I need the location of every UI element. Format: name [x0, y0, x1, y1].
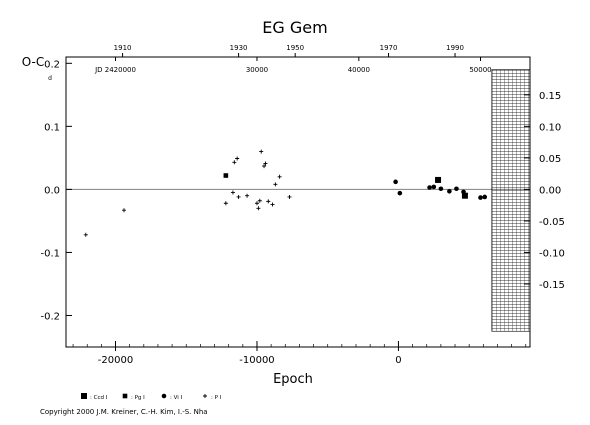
y-tick-label-left: 0.0	[44, 185, 60, 196]
data-point	[254, 201, 259, 206]
y-tick-label-left: -0.2	[40, 311, 60, 322]
data-point	[435, 176, 442, 183]
legend-label: : Ccd I	[90, 395, 108, 401]
y-tick-label-right: -0.05	[539, 217, 565, 228]
data-point	[287, 194, 292, 199]
data-point	[235, 156, 240, 161]
data-point	[83, 232, 88, 237]
jd-label: 50000	[469, 66, 491, 74]
data-point	[257, 198, 262, 203]
legend-marker	[161, 393, 167, 399]
data-point	[270, 202, 275, 207]
y-tick-label-left: 0.1	[44, 122, 60, 133]
data-point	[393, 179, 398, 185]
data-point	[454, 186, 459, 192]
data-point	[431, 184, 437, 190]
data-point	[223, 173, 229, 178]
data-point	[461, 189, 466, 195]
year-tick-label: 1970	[380, 44, 398, 52]
legend-marker	[203, 394, 207, 398]
legend-marker	[122, 393, 128, 399]
y-tick-label-right: -0.10	[539, 248, 565, 259]
chart-title: EG Gem	[262, 18, 327, 37]
legend-label: : P I	[211, 395, 222, 401]
jd-label: 40000	[348, 66, 370, 74]
data-point	[277, 174, 282, 179]
y-axis-label: O-C	[22, 55, 45, 69]
legend-label: : Vi I	[170, 395, 183, 401]
y-tick-label-right: 0.10	[539, 122, 561, 133]
data-point	[461, 192, 468, 199]
data-point	[447, 188, 452, 194]
y-tick-label-right: -0.15	[539, 280, 565, 291]
data-point	[232, 160, 237, 165]
y-tick-label-right: 0.00	[539, 185, 561, 196]
copyright-text: Copyright 2000 J.M. Kreiner, C.-H. Kim, …	[40, 408, 208, 416]
future-hatched-region	[491, 69, 531, 332]
y-tick-label-right: 0.05	[539, 154, 561, 165]
jd-label: 30000	[246, 66, 268, 74]
data-point	[223, 201, 228, 206]
legend-marker	[81, 393, 87, 399]
year-tick-label: 1930	[230, 44, 248, 52]
data-point	[259, 149, 264, 154]
data-point	[122, 208, 126, 213]
year-tick-label: 1990	[446, 44, 464, 52]
data-point	[427, 185, 432, 190]
x-tick-label: 0	[395, 355, 401, 366]
data-point	[438, 186, 444, 192]
y-tick-label-left: -0.1	[40, 248, 60, 259]
legend-label: : Pg I	[131, 395, 145, 401]
x-tick-label: -20000	[98, 355, 133, 366]
data-point	[256, 206, 261, 211]
legend: : Ccd I : Pg I : Vi I : P I	[81, 393, 222, 401]
data-point	[482, 194, 488, 200]
data-point	[478, 195, 483, 200]
data-point	[236, 194, 241, 199]
data-point	[245, 193, 250, 198]
year-tick-label: 1950	[286, 44, 304, 52]
y-tick-label-left: 0.2	[44, 59, 60, 70]
data-point	[262, 164, 267, 169]
y-tick-label-right: 0.15	[539, 91, 561, 102]
year-tick-label: 1910	[114, 44, 132, 52]
x-axis-label: Epoch	[273, 372, 313, 387]
data-point	[266, 199, 271, 204]
data-point	[273, 182, 278, 187]
data-point	[263, 161, 268, 166]
data-point	[397, 190, 403, 196]
x-tick-label: -10000	[239, 355, 274, 366]
plot-frame	[65, 56, 531, 348]
data-point	[230, 190, 235, 195]
y-axis-unit: d	[48, 75, 52, 82]
jd-label: JD 2420000	[94, 66, 136, 74]
